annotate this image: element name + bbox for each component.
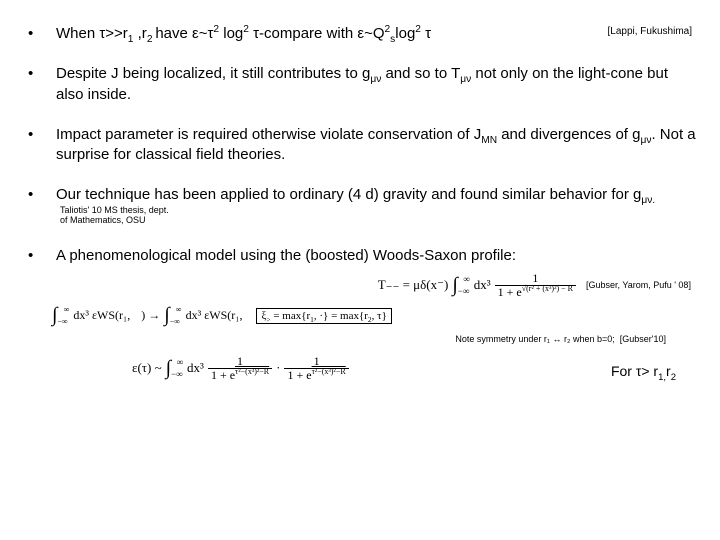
bullet-3-text: Impact parameter is required otherwise v… [56, 125, 696, 166]
bullet-4: Our technique has been applied to ordina… [24, 185, 696, 226]
bullet-2-text: Despite J being localized, it still cont… [56, 64, 696, 105]
bullet-1: When τ>>r1 ,r2 have ε~τ2 log2 τ-compare … [24, 24, 696, 44]
cite-taliotis-1: Taliotis' 10 MS thesis, dept. [60, 205, 169, 215]
formula-2: ∫−∞∞ dx³ εWS(r₁, ) → ∫−∞∞ dx³ εWS(r₁, ξ>… [52, 304, 392, 327]
bullet-list: When τ>>r1 ,r2 have ε~τ2 log2 τ-compare … [24, 24, 696, 266]
bullet-3: Impact parameter is required otherwise v… [24, 125, 696, 166]
formula-3: ε(τ) ~ ∫−∞∞ dx³ 1 1 + eτ²−(x³)²−R · 1 1 … [132, 355, 349, 381]
symmetry-note: Note symmetry under r₁ ↔ r₂ when b=0; [G… [455, 334, 666, 344]
cite-gubser-1: [Gubser, Yarom, Pufu ' 08] [586, 280, 696, 290]
bullet-4-text: Our technique has been applied to ordina… [56, 185, 696, 226]
cite-taliotis-2: of Mathematics, OSU [60, 215, 146, 225]
formula-1-row: T₋₋ = μδ(x⁻) ∫−∞∞ dx³ 1 1 + e√(r² + (x³)… [52, 272, 696, 298]
bullet-1-text: When τ>>r1 ,r2 have ε~τ2 log2 τ-compare … [56, 24, 696, 44]
bullet-2: Despite J being localized, it still cont… [24, 64, 696, 105]
bullet-5-text: A phenomenological model using the (boos… [56, 246, 696, 266]
final-condition: For τ> r1,r2 [611, 363, 696, 379]
formula-3-row: ε(τ) ~ ∫−∞∞ dx³ 1 1 + eτ²−(x³)²−R · 1 1 … [52, 355, 696, 381]
citation-lappi: [Lappi, Fukushima] [608, 26, 693, 37]
bullet-5: A phenomenological model using the (boos… [24, 246, 696, 266]
symmetry-note-row: Note symmetry under r₁ ↔ r₂ when b=0; [G… [52, 329, 696, 347]
formula-2-row: ∫−∞∞ dx³ εWS(r₁, ) → ∫−∞∞ dx³ εWS(r₁, ξ>… [52, 304, 696, 327]
formula-1: T₋₋ = μδ(x⁻) ∫−∞∞ dx³ 1 1 + e√(r² + (x³)… [378, 272, 576, 298]
